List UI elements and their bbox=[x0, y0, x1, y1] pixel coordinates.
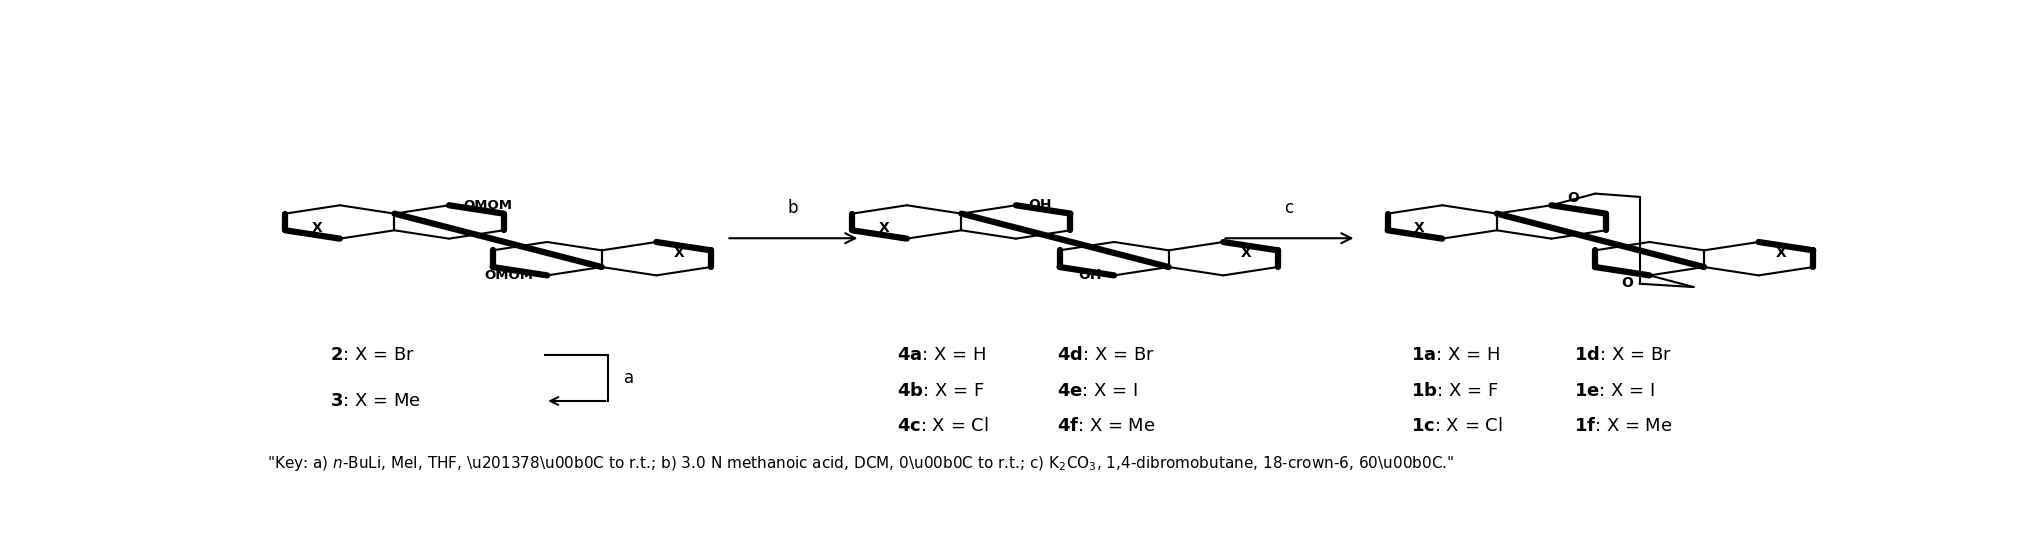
Text: $\bf{4b}$: X = F: $\bf{4b}$: X = F bbox=[896, 382, 983, 399]
Text: OH: OH bbox=[1028, 198, 1053, 212]
Text: X: X bbox=[878, 221, 890, 235]
Text: $\bf{1b}$: X = F: $\bf{1b}$: X = F bbox=[1412, 382, 1500, 399]
Text: X: X bbox=[1414, 221, 1424, 235]
Text: $\bf{1d}$: X = Br: $\bf{1d}$: X = Br bbox=[1573, 346, 1672, 364]
Text: OMOM: OMOM bbox=[463, 199, 512, 212]
Text: c: c bbox=[1284, 199, 1292, 217]
Text: O: O bbox=[1567, 191, 1579, 205]
Text: X: X bbox=[1776, 246, 1786, 260]
Text: $\bf{4d}$: X = Br: $\bf{4d}$: X = Br bbox=[1057, 346, 1154, 364]
Text: X: X bbox=[675, 246, 685, 260]
Text: OH: OH bbox=[1079, 268, 1101, 282]
Text: $\bf{4f}$: X = Me: $\bf{4f}$: X = Me bbox=[1057, 417, 1156, 435]
Text: $\bf{2}$: X = Br: $\bf{2}$: X = Br bbox=[329, 346, 415, 364]
Text: $\bf{1f}$: X = Me: $\bf{1f}$: X = Me bbox=[1573, 417, 1672, 435]
Text: b: b bbox=[786, 199, 799, 217]
Text: $\bf{1a}$: X = H: $\bf{1a}$: X = H bbox=[1412, 346, 1500, 364]
Text: X: X bbox=[1242, 246, 1252, 260]
Text: $\bf{4e}$: X = I: $\bf{4e}$: X = I bbox=[1057, 382, 1138, 399]
Text: $\bf{1c}$: X = Cl: $\bf{1c}$: X = Cl bbox=[1412, 417, 1504, 435]
Text: X: X bbox=[311, 221, 323, 235]
Text: a: a bbox=[624, 369, 634, 387]
Text: O: O bbox=[1622, 276, 1634, 290]
Text: OMOM: OMOM bbox=[484, 269, 532, 282]
Text: "Key: a) $\mathit{n}$-BuLi, MeI, THF, \u201378\u00b0C to r.t.; b) 3.0 N methanoi: "Key: a) $\mathit{n}$-BuLi, MeI, THF, \u… bbox=[266, 454, 1455, 473]
Text: $\bf{4a}$: X = H: $\bf{4a}$: X = H bbox=[896, 346, 986, 364]
Text: $\bf{4c}$: X = Cl: $\bf{4c}$: X = Cl bbox=[896, 417, 988, 435]
Text: $\bf{1e}$: X = I: $\bf{1e}$: X = I bbox=[1573, 382, 1654, 399]
Text: $\bf{3}$: X = Me: $\bf{3}$: X = Me bbox=[329, 392, 421, 410]
